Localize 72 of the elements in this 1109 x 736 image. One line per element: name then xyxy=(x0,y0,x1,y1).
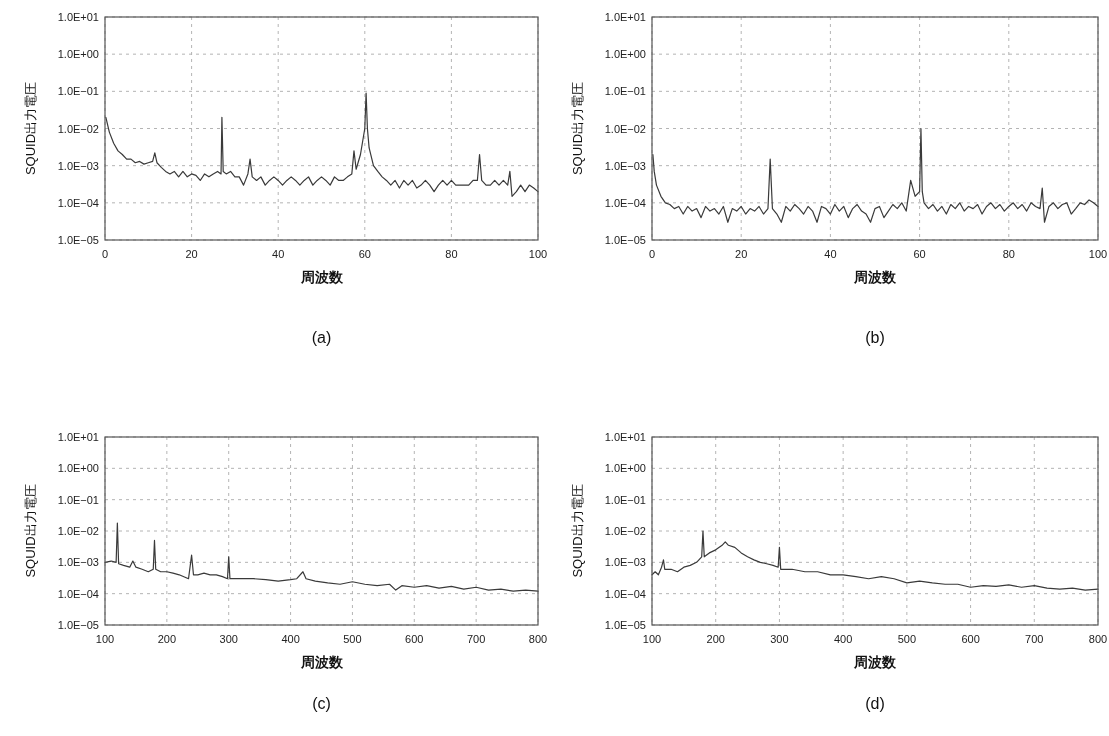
y-tick-label: 1.0E+00 xyxy=(57,462,99,475)
x-tick-label: 200 xyxy=(706,633,725,645)
text: (b) xyxy=(865,329,885,346)
y-tick-label: 1.0E−02 xyxy=(57,525,99,537)
x-tick-label: 600 xyxy=(961,633,980,645)
x-tick-label: 400 xyxy=(833,633,853,645)
x-tick-label: 40 xyxy=(272,248,285,260)
x-tick-label: 60 xyxy=(913,248,926,260)
y-tick-label: 1.0E−04 xyxy=(604,196,646,209)
y-tick-label: 1.0E−03 xyxy=(57,159,99,172)
y-tick-label: 1.0E−03 xyxy=(604,159,646,172)
x-tick-label: 800 xyxy=(1088,633,1108,645)
x-tick-label: 100 xyxy=(1088,248,1108,260)
y-tick-label: 1.0E−05 xyxy=(604,619,646,631)
text: (d) xyxy=(865,695,885,712)
y-axis-title: SQUID出力電圧 xyxy=(23,484,38,578)
x-tick-label: 100 xyxy=(642,633,662,645)
y-tick-label: 1.0E−01 xyxy=(57,493,99,506)
y-axis-title: SQUID出力電圧 xyxy=(570,81,585,176)
y-tick-label: 1.0E−02 xyxy=(604,525,646,537)
x-axis-title: 周波数 xyxy=(299,654,344,670)
y-tick-label: 1.0E+00 xyxy=(57,48,99,61)
y-tick-label: 1.0E−01 xyxy=(604,85,646,98)
y-tick-label: 1.0E+00 xyxy=(604,462,646,475)
line-series xyxy=(651,530,1099,591)
y-tick-label: 1.0E−01 xyxy=(57,85,99,98)
x-tick-label: 500 xyxy=(897,633,917,645)
x-tick-label: 60 xyxy=(358,248,371,260)
y-axis-title: SQUID出力電圧 xyxy=(23,81,38,176)
y-tick-label: 1.0E−02 xyxy=(57,122,99,135)
x-tick-label: 600 xyxy=(405,633,424,645)
y-tick-label: 1.0E+01 xyxy=(57,431,99,443)
text: (a) xyxy=(311,329,332,346)
x-tick-label: 700 xyxy=(466,633,486,645)
x-tick-label: 300 xyxy=(770,633,789,645)
y-tick-label: 1.0E+00 xyxy=(604,48,646,61)
x-tick-label: 300 xyxy=(219,633,238,645)
x-tick-label: 80 xyxy=(1002,248,1015,260)
y-tick-label: 1.0E−05 xyxy=(57,234,99,246)
x-tick-label: 200 xyxy=(157,633,177,645)
x-tick-label: 100 xyxy=(528,248,548,260)
x-tick-label: 20 xyxy=(185,248,198,260)
y-tick-label: 1.0E−04 xyxy=(57,196,99,209)
y-tick-label: 1.0E−02 xyxy=(604,122,646,135)
x-tick-label: 500 xyxy=(343,633,362,645)
x-tick-label: 20 xyxy=(735,248,748,260)
y-tick-label: 1.0E−01 xyxy=(604,493,646,506)
line-series xyxy=(652,127,1099,223)
x-axis-title: 周波数 xyxy=(299,269,344,285)
y-tick-label: 1.0E−04 xyxy=(604,587,646,600)
y-axis-title: SQUID出力電圧 xyxy=(570,484,585,578)
x-axis-title: 周波数 xyxy=(853,654,897,670)
x-tick-label: 100 xyxy=(95,633,115,645)
text: (c) xyxy=(312,695,331,712)
line-series xyxy=(104,522,539,592)
y-tick-label: 1.0E+01 xyxy=(604,431,646,443)
x-tick-label: 0 xyxy=(101,248,109,260)
x-tick-label: 80 xyxy=(445,248,458,260)
y-tick-label: 1.0E−03 xyxy=(57,556,99,569)
y-tick-label: 1.0E−03 xyxy=(604,556,646,569)
line-series xyxy=(105,92,539,197)
y-tick-label: 1.0E+01 xyxy=(57,11,99,23)
x-tick-label: 800 xyxy=(528,633,548,645)
x-tick-label: 40 xyxy=(824,248,837,260)
x-tick-label: 700 xyxy=(1025,633,1044,645)
x-tick-label: 0 xyxy=(648,248,656,260)
y-tick-label: 1.0E−05 xyxy=(57,619,99,631)
x-axis-title: 周波数 xyxy=(853,269,897,285)
x-tick-label: 400 xyxy=(281,633,300,645)
y-tick-label: 1.0E−04 xyxy=(57,587,99,600)
y-tick-label: 1.0E+01 xyxy=(604,11,646,23)
y-tick-label: 1.0E−05 xyxy=(604,234,646,246)
